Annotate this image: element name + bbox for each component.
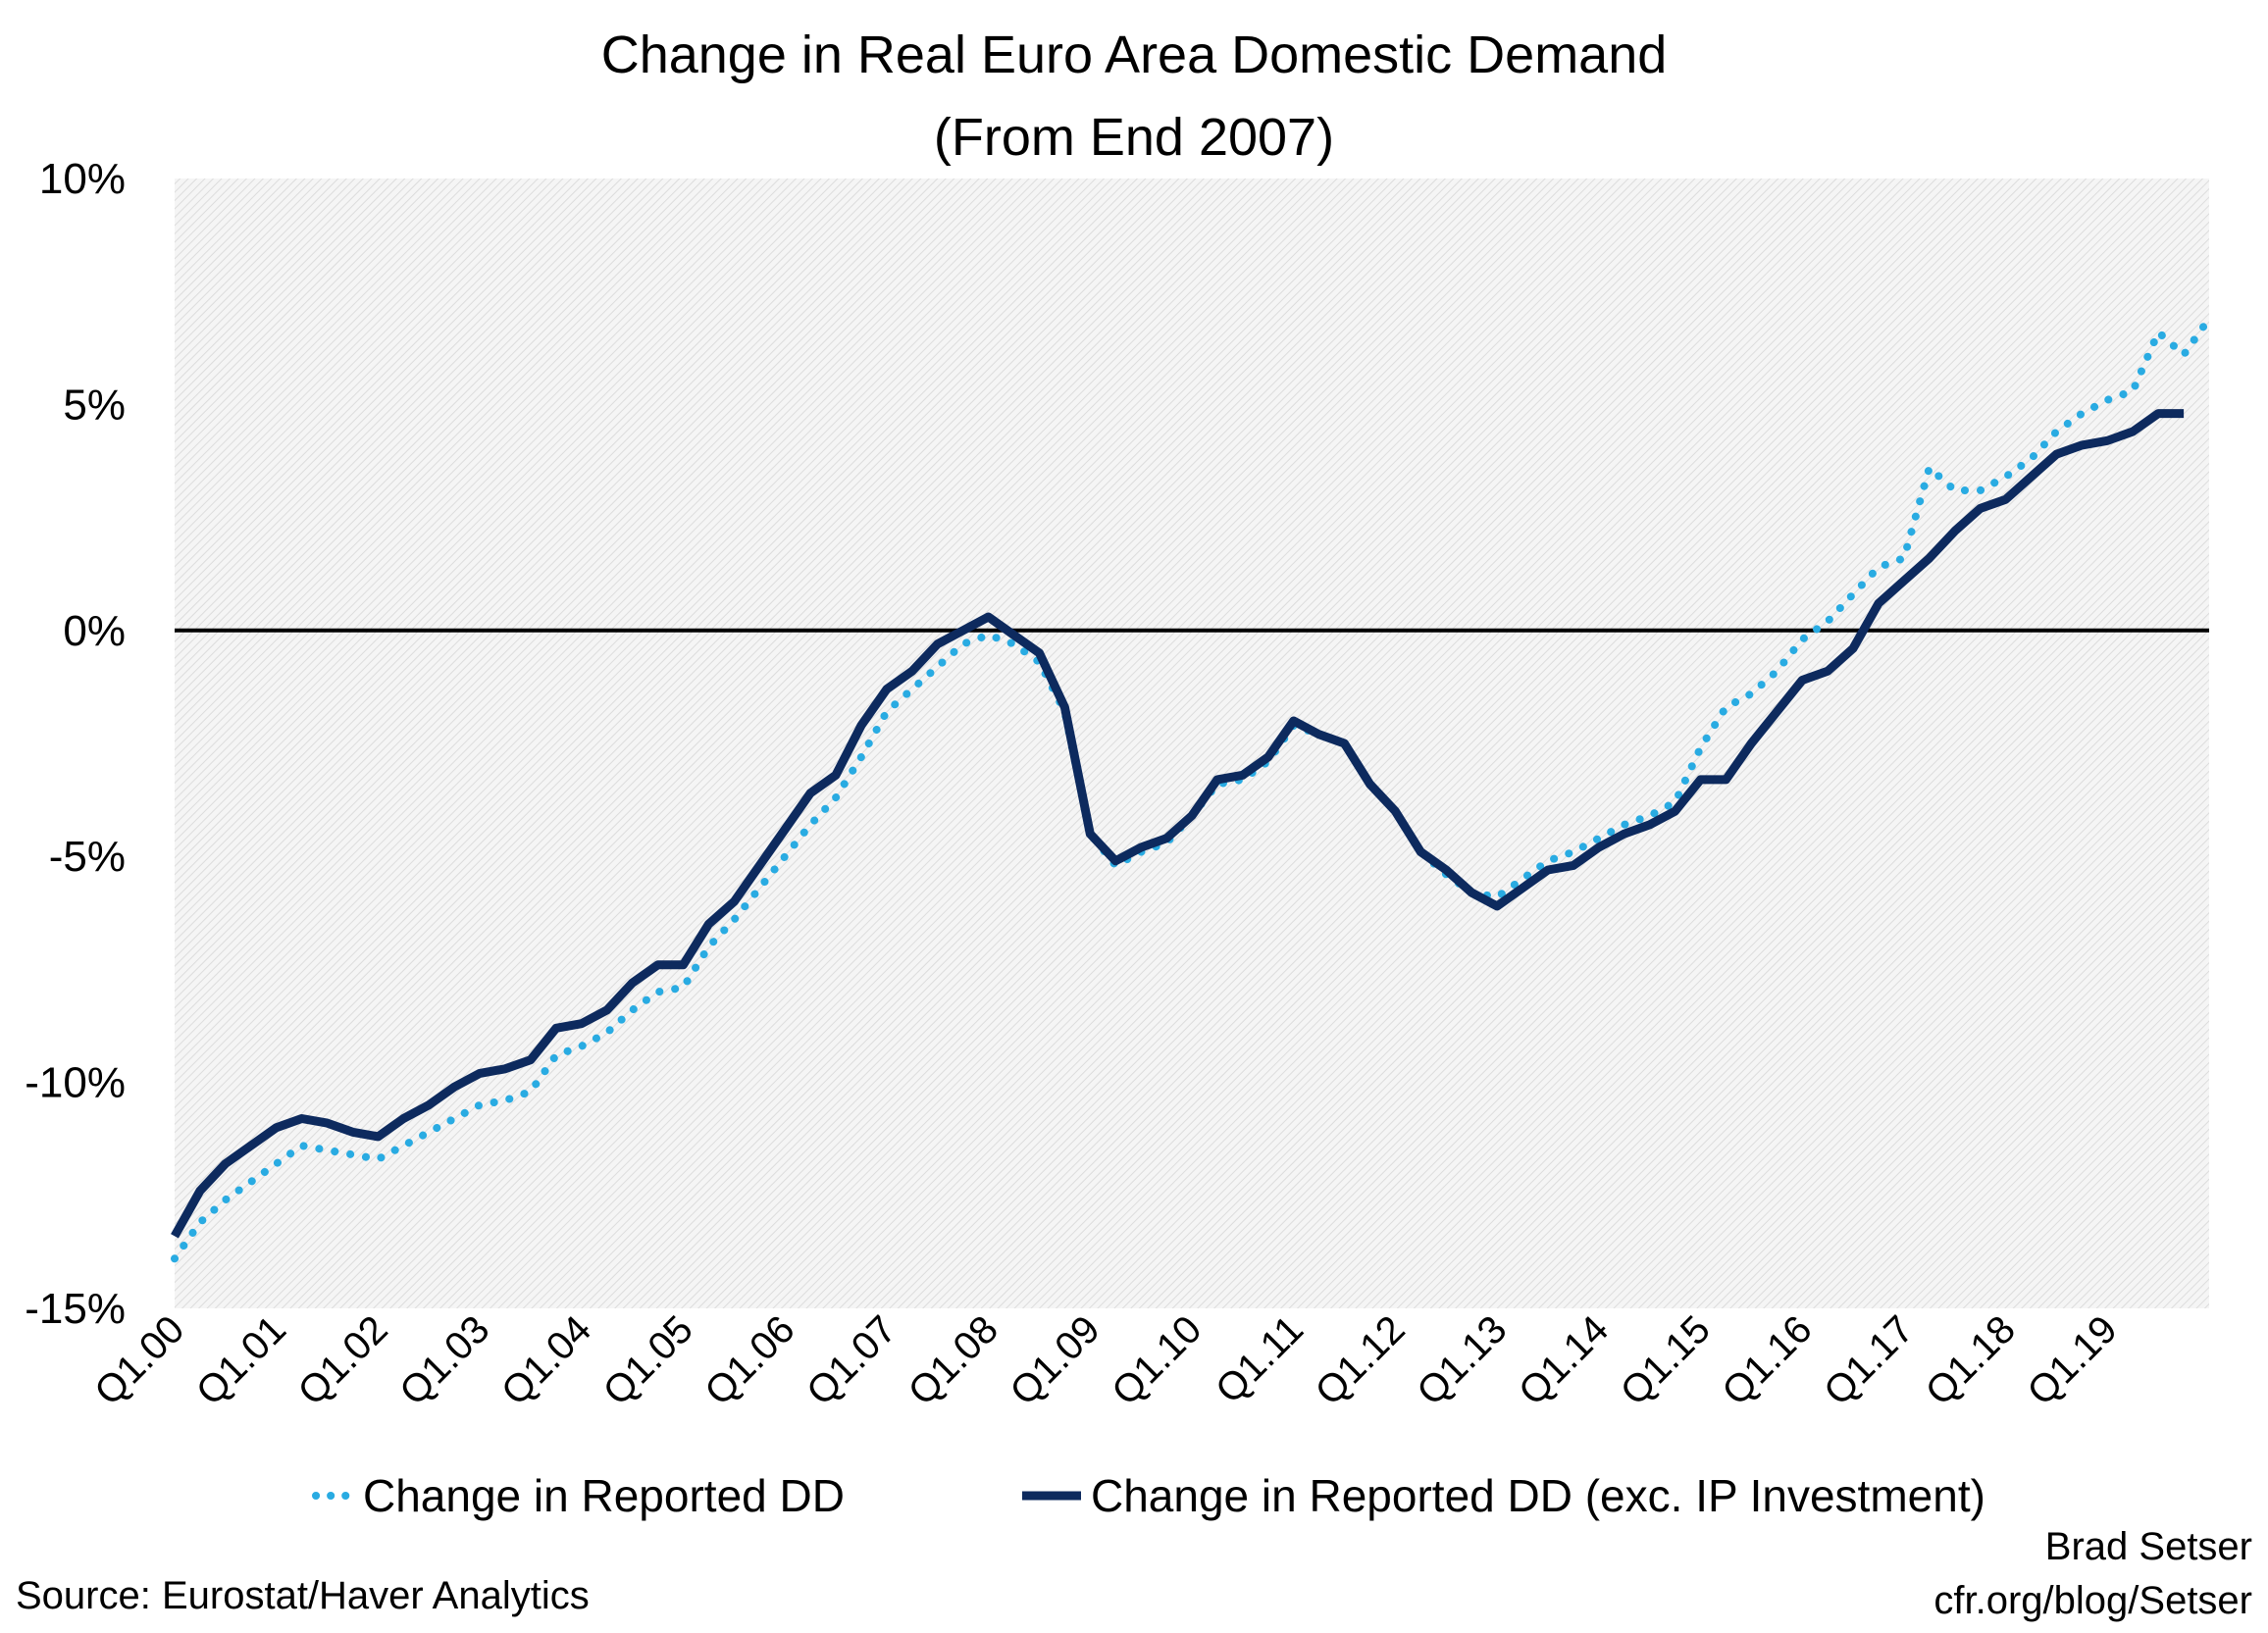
- chart-subtitle: (From End 2007): [933, 108, 1335, 167]
- y-tick-label: -5%: [49, 833, 126, 881]
- x-tick-label: Q1.05: [595, 1307, 701, 1413]
- x-tick-label: Q1.18: [1918, 1307, 2024, 1413]
- legend-item-reported-dd: Change in Reported DD: [312, 1461, 845, 1530]
- series-line-reported-dd-exc-ip: [171, 409, 2185, 1239]
- x-tick-label: Q1.01: [188, 1307, 294, 1413]
- legend-swatch-dotted: [312, 1492, 355, 1500]
- legend-label-reported-dd: Change in Reported DD: [363, 1470, 845, 1521]
- x-tick-label: Q1.19: [2019, 1307, 2125, 1413]
- x-tick-label: Q1.04: [493, 1307, 599, 1413]
- x-tick-label: Q1.14: [1511, 1307, 1617, 1413]
- x-tick-label: Q1.17: [1816, 1307, 1922, 1413]
- x-tick-label: Q1.16: [1714, 1307, 1820, 1413]
- x-tick-label: Q1.08: [901, 1307, 1006, 1413]
- x-tick-label: Q1.07: [799, 1307, 904, 1413]
- x-tick-label: Q1.02: [290, 1307, 396, 1413]
- legend-item-reported-dd-exc-ip: Change in Reported DD (exc. IP Investmen…: [1020, 1461, 1985, 1530]
- credit-url: cfr.org/blog/Setser: [1933, 1579, 2252, 1622]
- x-tick-label: Q1.10: [1104, 1307, 1210, 1413]
- y-tick-label: -15%: [25, 1285, 126, 1333]
- legend-swatch-solid: [1022, 1491, 1081, 1501]
- legend-label-reported-dd-exc-ip: Change in Reported DD (exc. IP Investmen…: [1091, 1470, 1985, 1521]
- x-tick-label: Q1.12: [1308, 1307, 1414, 1413]
- source-note: Source: Eurostat/Haver Analytics: [16, 1574, 590, 1617]
- x-tick-label: Q1.15: [1613, 1307, 1719, 1413]
- y-tick-label: -10%: [25, 1059, 126, 1107]
- plot-area: [175, 179, 2209, 1308]
- chart-title: Change in Real Euro Area Domestic Demand: [600, 26, 1668, 84]
- y-tick-label: 0%: [63, 607, 126, 655]
- x-tick-label: Q1.11: [1208, 1307, 1312, 1411]
- x-tick-label: Q1.09: [1002, 1307, 1108, 1413]
- y-tick-label: 10%: [39, 155, 126, 203]
- x-tick-label: Q1.13: [1409, 1307, 1515, 1413]
- y-tick-label: 5%: [63, 381, 126, 429]
- credit-name: Brad Setser: [2044, 1525, 2252, 1568]
- x-tick-label: Q1.03: [391, 1307, 497, 1413]
- x-tick-label: Q1.06: [696, 1307, 802, 1413]
